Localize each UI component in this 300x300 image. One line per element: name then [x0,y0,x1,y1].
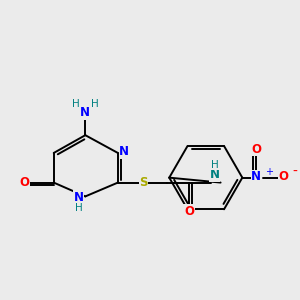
Text: N: N [119,146,129,158]
Text: H: H [211,160,218,170]
Text: +: + [265,167,273,177]
Text: O: O [279,170,289,183]
Text: H: H [74,203,82,213]
Text: N: N [251,170,261,183]
Text: N: N [210,168,220,181]
Text: N: N [80,106,90,119]
Text: O: O [251,142,261,155]
Text: -: - [293,165,298,179]
Text: O: O [19,176,29,189]
Text: H: H [91,99,99,109]
Text: O: O [184,205,194,218]
Text: S: S [139,176,148,189]
Text: H: H [72,99,79,109]
Text: N: N [74,191,83,204]
